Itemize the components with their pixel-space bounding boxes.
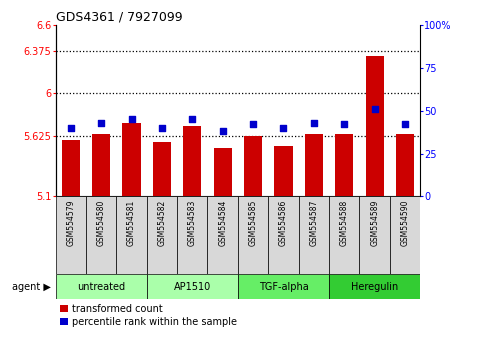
Text: GSM554589: GSM554589 <box>370 200 379 246</box>
Bar <box>56 196 86 274</box>
Bar <box>238 274 329 299</box>
Point <box>97 120 105 125</box>
Bar <box>298 196 329 274</box>
Bar <box>396 133 414 196</box>
Point <box>371 106 379 112</box>
Bar <box>359 196 390 274</box>
Text: AP1510: AP1510 <box>174 282 211 292</box>
Bar <box>305 133 323 196</box>
Bar <box>244 136 262 196</box>
Point <box>341 121 348 127</box>
Text: GSM554586: GSM554586 <box>279 200 288 246</box>
Bar <box>62 141 80 196</box>
Text: agent ▶: agent ▶ <box>12 282 51 292</box>
Bar <box>122 123 141 196</box>
Text: GSM554588: GSM554588 <box>340 200 349 246</box>
Bar <box>274 146 293 196</box>
Bar <box>208 196 238 274</box>
Bar <box>213 148 232 196</box>
Bar <box>329 196 359 274</box>
Bar <box>153 142 171 196</box>
Bar <box>268 196 298 274</box>
Bar <box>329 274 420 299</box>
Text: GSM554582: GSM554582 <box>157 200 167 246</box>
Bar <box>238 196 268 274</box>
Point <box>280 125 287 131</box>
Text: GSM554584: GSM554584 <box>218 200 227 246</box>
Bar <box>177 196 208 274</box>
Point <box>188 116 196 122</box>
Point <box>128 116 135 122</box>
Point <box>158 125 166 131</box>
Bar <box>335 133 354 196</box>
Text: GSM554580: GSM554580 <box>97 200 106 246</box>
Text: GSM554581: GSM554581 <box>127 200 136 246</box>
Bar <box>390 196 420 274</box>
Bar <box>147 274 238 299</box>
Text: GSM554590: GSM554590 <box>400 200 410 246</box>
Bar <box>56 274 147 299</box>
Point <box>67 125 74 131</box>
Point <box>310 120 318 125</box>
Bar <box>92 133 110 196</box>
Text: untreated: untreated <box>77 282 125 292</box>
Text: TGF-alpha: TGF-alpha <box>258 282 308 292</box>
Bar <box>147 196 177 274</box>
Text: GSM554587: GSM554587 <box>309 200 318 246</box>
Text: GDS4361 / 7927099: GDS4361 / 7927099 <box>56 11 182 24</box>
Point <box>249 121 257 127</box>
Bar <box>366 56 384 196</box>
Text: GSM554579: GSM554579 <box>66 200 75 246</box>
Bar <box>86 196 116 274</box>
Point <box>219 129 227 134</box>
Legend: transformed count, percentile rank within the sample: transformed count, percentile rank withi… <box>60 304 237 327</box>
Bar <box>183 126 201 196</box>
Text: Heregulin: Heregulin <box>351 282 398 292</box>
Bar <box>116 196 147 274</box>
Point <box>401 121 409 127</box>
Text: GSM554585: GSM554585 <box>249 200 257 246</box>
Text: GSM554583: GSM554583 <box>188 200 197 246</box>
